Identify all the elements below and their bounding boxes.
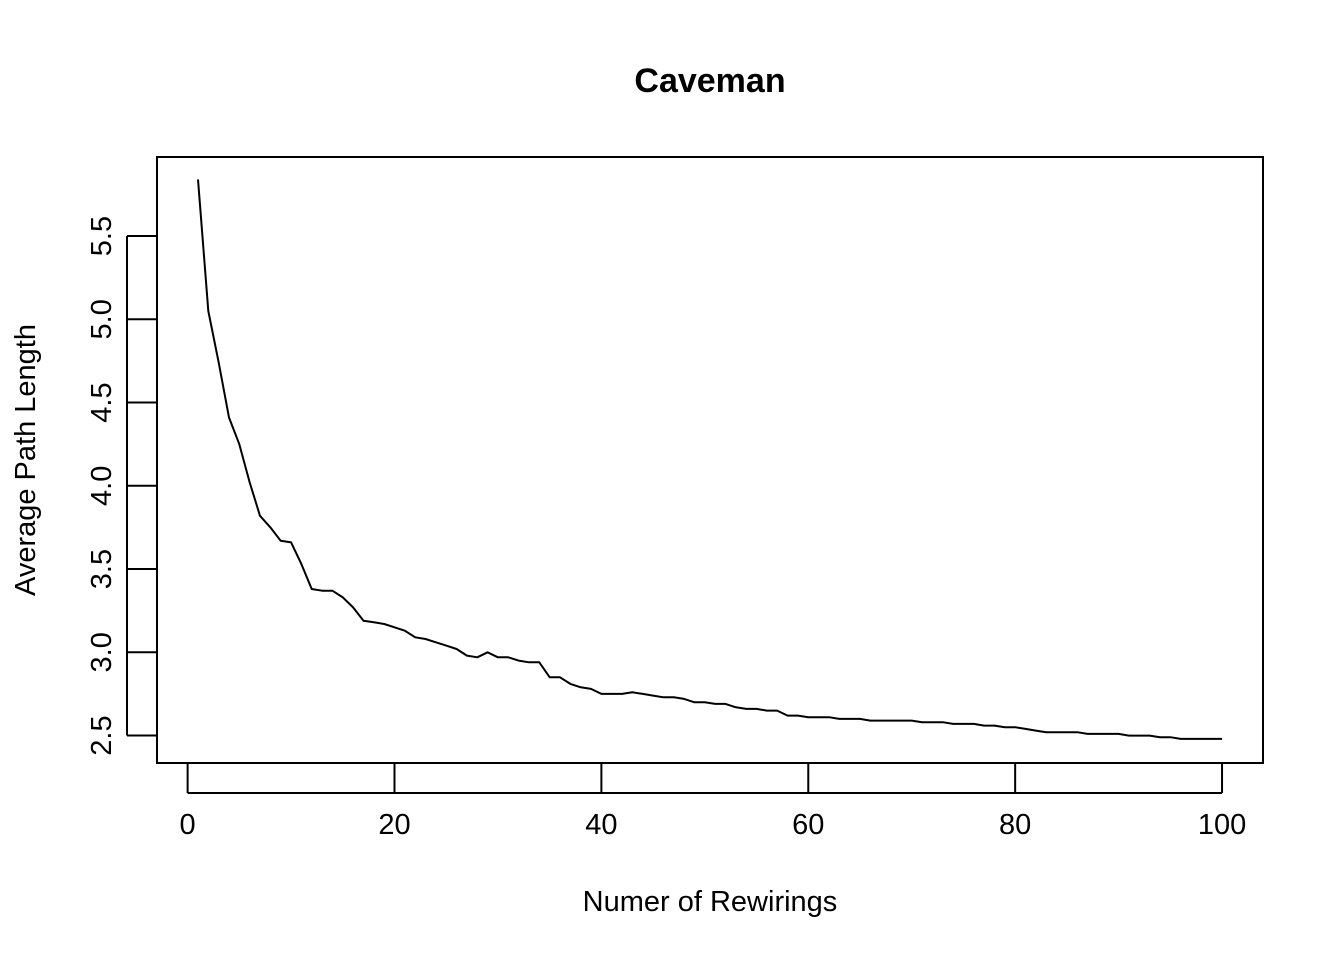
x-tick-label: 20 [378,809,410,841]
series-line [197,179,1222,740]
plot-area-frame [156,156,1264,764]
series-group [197,179,1222,740]
y-tick-label: 3.0 [86,632,118,672]
chart-title: Caveman [634,62,785,100]
x-axis-label: Numer of Rewirings [583,886,838,918]
y-tick-label: 5.5 [86,216,118,256]
y-tick-label: 3.5 [86,549,118,589]
x-tick-label: 100 [1198,809,1246,841]
y-axis-label: Average Path Length [10,324,42,596]
x-tick-label: 80 [999,809,1031,841]
y-tick-label: 5.0 [86,299,118,339]
y-tick-label: 4.5 [86,382,118,422]
y-axis: 2.5 3.0 3.5 4.0 4.5 5.0 5.5 [86,216,157,756]
x-tick-label: 0 [180,809,196,841]
x-tick-label: 40 [585,809,617,841]
x-axis: 0 20 40 60 80 100 [180,763,1246,841]
y-tick-label: 2.5 [86,715,118,755]
x-tick-label: 60 [792,809,824,841]
y-tick-label: 4.0 [86,466,118,506]
